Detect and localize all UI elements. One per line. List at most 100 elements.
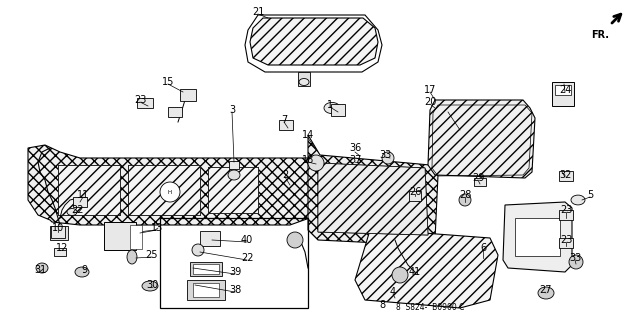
Bar [555, 85, 571, 95]
Text: 4: 4 [390, 287, 396, 297]
FancyBboxPatch shape [200, 231, 220, 246]
Polygon shape [428, 100, 535, 178]
FancyBboxPatch shape [229, 161, 239, 169]
Text: 23: 23 [560, 205, 572, 215]
Ellipse shape [160, 182, 180, 202]
FancyBboxPatch shape [559, 210, 573, 220]
Ellipse shape [571, 195, 585, 205]
FancyBboxPatch shape [168, 107, 182, 117]
Text: 32: 32 [559, 170, 571, 180]
Text: 10: 10 [52, 223, 64, 233]
Text: 11: 11 [77, 190, 89, 200]
Ellipse shape [127, 250, 137, 264]
Polygon shape [355, 230, 498, 308]
Bar [193, 264, 219, 274]
Polygon shape [308, 135, 438, 245]
Text: 39: 39 [229, 267, 241, 277]
Text: 7: 7 [281, 115, 287, 125]
Text: 20: 20 [424, 97, 436, 107]
Polygon shape [250, 18, 378, 65]
Ellipse shape [287, 232, 303, 248]
Text: 21: 21 [252, 7, 264, 17]
Polygon shape [28, 145, 330, 225]
Text: 22: 22 [241, 253, 253, 263]
Polygon shape [58, 165, 120, 215]
Text: 26: 26 [409, 187, 421, 197]
Text: 8: 8 [379, 300, 385, 310]
Ellipse shape [75, 267, 89, 277]
Bar [190, 262, 222, 276]
Bar [515, 218, 560, 256]
FancyBboxPatch shape [409, 191, 421, 201]
Text: 14: 14 [302, 130, 314, 140]
FancyBboxPatch shape [73, 197, 87, 207]
Text: 1: 1 [327, 100, 333, 110]
Text: 23: 23 [134, 95, 146, 105]
Text: FR.: FR. [591, 30, 609, 40]
FancyBboxPatch shape [137, 98, 153, 108]
Text: 8  S824-  B0900 C: 8 S824- B0900 C [396, 303, 464, 313]
Text: 3: 3 [229, 105, 235, 115]
FancyBboxPatch shape [331, 104, 345, 116]
Text: 29: 29 [472, 173, 484, 183]
Ellipse shape [459, 194, 471, 206]
Text: 18: 18 [302, 155, 314, 165]
Bar [193, 283, 219, 297]
Bar [187, 280, 225, 300]
Ellipse shape [324, 102, 340, 114]
Text: 37: 37 [349, 155, 361, 165]
Text: 12: 12 [56, 243, 68, 253]
Ellipse shape [382, 152, 394, 164]
Text: 6: 6 [480, 243, 486, 253]
Text: 24: 24 [559, 85, 571, 95]
Text: 15: 15 [162, 77, 174, 87]
Bar [552, 82, 574, 106]
Text: 9: 9 [81, 265, 87, 275]
FancyBboxPatch shape [180, 89, 196, 101]
FancyBboxPatch shape [279, 120, 293, 130]
FancyBboxPatch shape [559, 238, 573, 248]
Ellipse shape [308, 155, 324, 171]
Bar [50, 226, 68, 240]
FancyBboxPatch shape [54, 248, 66, 256]
Text: 2: 2 [282, 170, 288, 180]
Polygon shape [208, 167, 258, 213]
Ellipse shape [299, 78, 309, 85]
Text: 27: 27 [539, 285, 551, 295]
Bar [160, 218, 308, 308]
Ellipse shape [142, 281, 158, 291]
Polygon shape [58, 165, 120, 215]
Text: 36: 36 [349, 143, 361, 153]
Text: H: H [168, 189, 172, 195]
Bar [130, 225, 142, 249]
Text: 33: 33 [379, 150, 391, 160]
Ellipse shape [192, 244, 204, 256]
Ellipse shape [569, 255, 583, 269]
Ellipse shape [67, 209, 77, 216]
Text: 40: 40 [241, 235, 253, 245]
Polygon shape [318, 163, 428, 235]
Text: 30: 30 [146, 280, 158, 290]
Polygon shape [128, 165, 200, 215]
FancyBboxPatch shape [474, 178, 486, 186]
Text: 22: 22 [72, 205, 84, 215]
Polygon shape [503, 202, 572, 272]
Ellipse shape [392, 267, 408, 283]
Ellipse shape [36, 263, 48, 273]
Text: 25: 25 [146, 250, 158, 260]
Ellipse shape [228, 170, 240, 180]
Polygon shape [208, 167, 258, 213]
Text: 38: 38 [229, 285, 241, 295]
Ellipse shape [538, 287, 554, 299]
Text: 41: 41 [409, 267, 421, 277]
Text: 28: 28 [459, 190, 471, 200]
Polygon shape [318, 163, 428, 235]
Text: 13: 13 [151, 223, 163, 233]
Text: 23: 23 [560, 235, 572, 245]
Text: 5: 5 [587, 190, 593, 200]
FancyBboxPatch shape [559, 171, 573, 181]
Polygon shape [128, 165, 200, 215]
Text: 33: 33 [569, 253, 581, 263]
Bar [298, 72, 310, 86]
Text: 31: 31 [34, 265, 46, 275]
